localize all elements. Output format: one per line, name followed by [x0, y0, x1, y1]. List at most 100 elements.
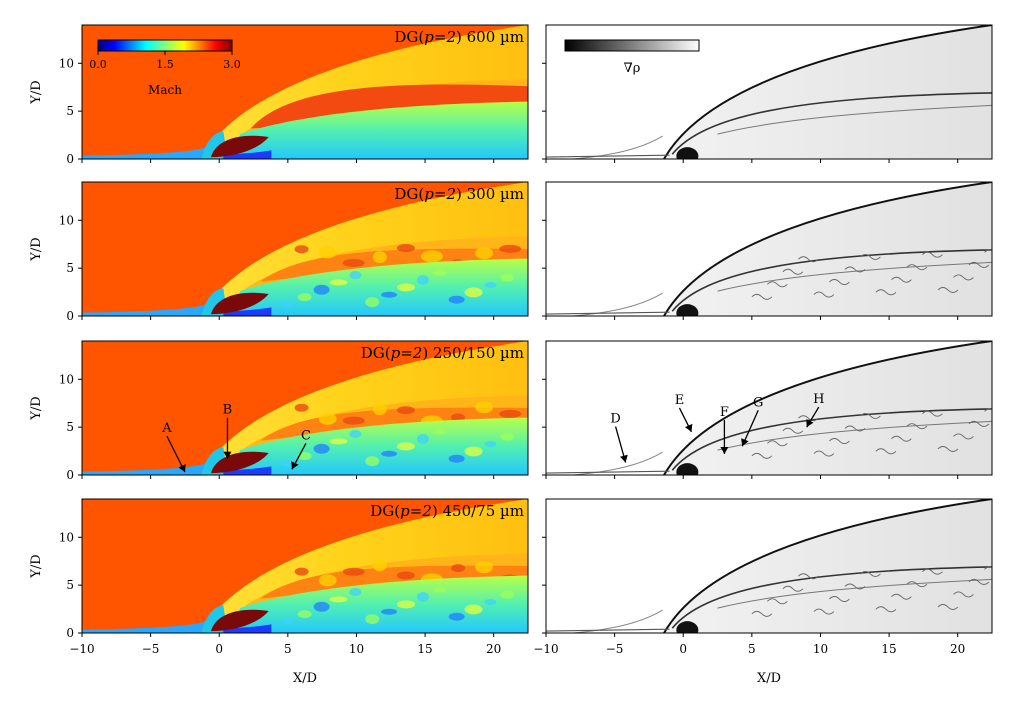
turbulent-eddy — [297, 610, 312, 619]
schlieren-panel-frame-1 — [545, 24, 993, 160]
turbulent-structure — [782, 585, 804, 592]
panel-title-italic: p=2 — [424, 28, 456, 46]
vortex-eddy — [318, 412, 337, 425]
boundary-layer — [546, 628, 670, 632]
barrel-shock — [671, 566, 992, 629]
turbulent-structure — [767, 281, 788, 288]
turbulent-structure — [968, 578, 990, 585]
turbulent-eddy — [349, 430, 362, 439]
turbulent-eddy — [365, 297, 380, 308]
turbulent-eddy — [397, 600, 416, 609]
turbulent-structure — [767, 598, 788, 605]
turbulent-structure — [751, 452, 773, 459]
turbulent-structure — [875, 606, 897, 613]
schlieren-panel-frame-4 — [545, 498, 993, 634]
mach-colorbar-label: Mach — [148, 83, 182, 97]
turbulent-eddy — [297, 293, 312, 302]
barrel-shock — [671, 92, 992, 155]
turbulent-structure — [937, 287, 959, 293]
turbulent-structure — [798, 573, 819, 580]
turbulent-eddy — [381, 450, 398, 457]
jet-exit — [676, 147, 699, 159]
turbulent-eddy — [349, 271, 362, 280]
vortex-eddy — [318, 246, 337, 259]
turbulent-structure — [953, 274, 974, 281]
y-tick-label: 0 — [66, 309, 74, 323]
turbulent-structure — [751, 293, 773, 300]
gradient-colorbar — [564, 39, 700, 52]
annotation-label: B — [223, 403, 233, 418]
y-tick-label: 10 — [59, 213, 74, 227]
turbulent-structure — [968, 261, 990, 268]
mach-panel-frame-4 — [81, 498, 529, 634]
x-tick-label: 15 — [417, 642, 432, 656]
annotation-label: D — [610, 412, 620, 427]
schlieren-panel-4 — [546, 499, 992, 633]
panel-title-italic: p=2 — [424, 185, 456, 203]
panel-title-italic: p=2 — [400, 502, 432, 520]
gradient-colorbar-label: ∇ρ — [624, 61, 641, 76]
separation-shock — [573, 135, 663, 159]
vortex-eddy — [475, 561, 494, 574]
mach-panel-frame-1 — [81, 24, 529, 160]
y-tick-label: 0 — [66, 468, 74, 482]
turbulent-eddy — [416, 434, 429, 445]
vortex-eddy — [396, 571, 415, 580]
turbulent-eddy — [329, 438, 348, 445]
y-tick-label: 5 — [66, 578, 74, 592]
y-tick-label: 5 — [66, 261, 74, 275]
y-tick-label: 10 — [59, 56, 74, 70]
turbulent-structure — [891, 276, 912, 283]
y-tick-label: 10 — [59, 372, 74, 386]
turbulent-eddy — [397, 442, 416, 451]
turbulent-structure — [798, 415, 819, 422]
panel-title-pre: DG( — [394, 185, 424, 203]
vortex-eddy — [372, 403, 387, 416]
x-tick-label: 10 — [813, 642, 828, 656]
barrel-shock — [671, 249, 992, 312]
x-axis-label: X/D — [293, 671, 317, 686]
turbulent-structure — [844, 425, 866, 432]
panel-title-post: ) 600 µm — [456, 28, 524, 46]
jet-exit — [676, 621, 699, 633]
y-axis-label: Y/D — [29, 80, 44, 104]
x-tick-label: 10 — [349, 642, 364, 656]
turbulent-eddy — [365, 614, 380, 625]
mach-colorbar-tick-label: 0.0 — [89, 58, 107, 71]
x-tick-label: 5 — [748, 642, 756, 656]
turbulent-eddy — [484, 598, 497, 605]
boundary-layer — [546, 154, 670, 158]
turbulent-structure — [875, 289, 897, 296]
x-tick-label: 20 — [950, 642, 965, 656]
turbulent-eddy — [432, 586, 447, 593]
x-tick-label: −10 — [533, 642, 558, 656]
turbulent-structure — [875, 448, 897, 455]
turbulent-structure — [767, 440, 788, 447]
x-tick-label: −10 — [69, 642, 94, 656]
panel-title: DG(p=2) 600 µm — [394, 28, 524, 46]
mach-panel-4 — [82, 499, 528, 633]
turbulent-structure — [782, 268, 804, 275]
turbulent-eddy — [500, 590, 515, 599]
jet-exit — [676, 304, 699, 316]
x-tick-label: 0 — [679, 642, 687, 656]
turbulent-eddy — [313, 601, 330, 612]
vortex-eddy — [420, 250, 443, 263]
boundary-layer — [82, 147, 213, 159]
y-tick-label: 10 — [59, 530, 74, 544]
turbulent-eddy — [500, 273, 515, 282]
annotation-arrowhead — [685, 423, 693, 432]
turbulent-structure — [829, 438, 850, 444]
vortex-eddy — [451, 413, 466, 422]
y-tick-label: 5 — [66, 104, 74, 118]
separation-shock — [573, 292, 663, 316]
annotation-arrowhead — [178, 464, 186, 473]
shear-layer — [717, 261, 992, 292]
turbulent-structure — [922, 568, 943, 575]
shock-layer — [664, 25, 992, 159]
jet-exit — [676, 463, 699, 475]
panel-title-pre: DG( — [361, 344, 391, 362]
turbulent-eddy — [397, 283, 416, 292]
annotation-label: E — [675, 393, 685, 408]
